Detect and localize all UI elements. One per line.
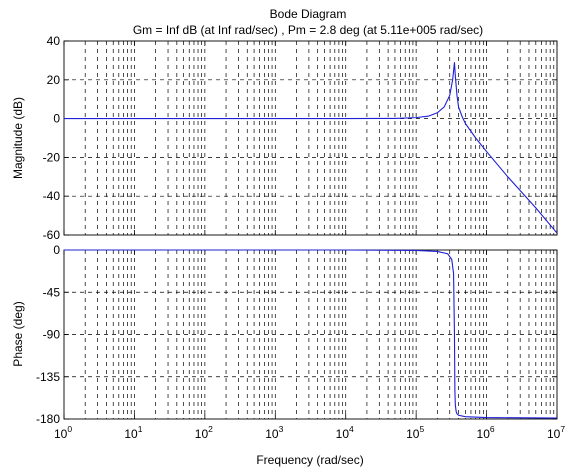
- chart-subtitle: Gm = Inf dB (at Inf rad/sec) , Pm = 2.8 …: [133, 23, 483, 37]
- magnitude-axis-label: Magnitude (dB): [11, 97, 25, 179]
- magnitude-panel: 40 20 0 -20 -40 -60 Magnitude (dB): [11, 34, 558, 242]
- x-tick-label: 100: [54, 424, 72, 441]
- y-tick-label: -90: [43, 328, 61, 342]
- y-tick-label: -40: [43, 189, 61, 203]
- y-tick-label: -135: [36, 370, 60, 384]
- magnitude-plot-frame: [63, 40, 558, 236]
- y-tick-label: -45: [43, 285, 61, 299]
- x-tick-label: 103: [265, 424, 283, 441]
- phase-panel: 0 -45 -90 -135 -180 Phase (deg): [11, 243, 558, 426]
- x-tick-label: 105: [406, 424, 424, 441]
- y-tick-label: -60: [43, 228, 61, 242]
- x-tick-label: 107: [547, 424, 565, 441]
- y-tick-label: 0: [53, 243, 60, 257]
- magnitude-series-line: [64, 62, 558, 234]
- x-tick-label: 106: [477, 424, 495, 441]
- phase-axis-label: Phase (deg): [11, 301, 25, 366]
- frequency-axis: 100 101 102 103 104 105 106 107: [54, 424, 565, 441]
- x-tick-label: 101: [124, 424, 142, 441]
- y-tick-label: -180: [36, 412, 60, 426]
- phase-series-line: [64, 249, 558, 419]
- y-tick-label: 0: [53, 112, 60, 126]
- y-tick-label: 40: [47, 34, 61, 48]
- x-tick-label: 102: [195, 424, 213, 441]
- x-axis-label: Frequency (rad/sec): [256, 453, 363, 467]
- chart-title: Bode Diagram: [270, 7, 347, 21]
- x-tick-label: 104: [336, 424, 354, 441]
- y-tick-label: -20: [43, 150, 61, 164]
- y-tick-label: 20: [47, 73, 61, 87]
